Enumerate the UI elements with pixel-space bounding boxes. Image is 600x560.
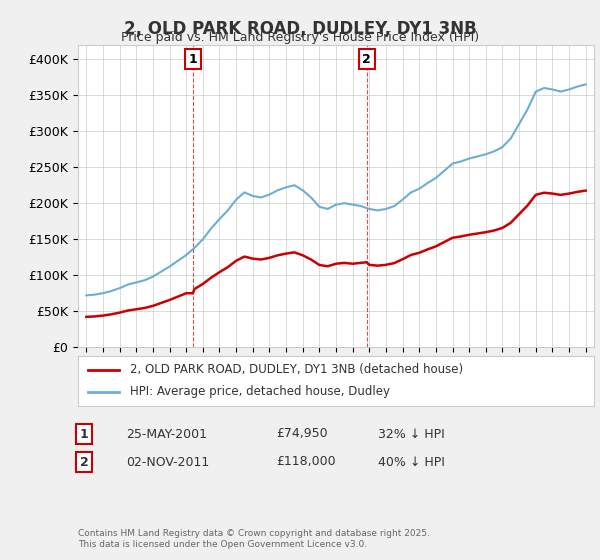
Text: 2: 2: [362, 53, 371, 66]
Text: 2, OLD PARK ROAD, DUDLEY, DY1 3NB: 2, OLD PARK ROAD, DUDLEY, DY1 3NB: [124, 20, 476, 38]
Text: 2: 2: [80, 455, 88, 469]
Text: 1: 1: [80, 427, 88, 441]
Text: 32% ↓ HPI: 32% ↓ HPI: [378, 427, 445, 441]
Text: 1: 1: [188, 53, 197, 66]
Text: Price paid vs. HM Land Registry's House Price Index (HPI): Price paid vs. HM Land Registry's House …: [121, 31, 479, 44]
Text: 02-NOV-2011: 02-NOV-2011: [126, 455, 209, 469]
Text: HPI: Average price, detached house, Dudley: HPI: Average price, detached house, Dudl…: [130, 385, 389, 398]
Text: 25-MAY-2001: 25-MAY-2001: [126, 427, 207, 441]
Text: 40% ↓ HPI: 40% ↓ HPI: [378, 455, 445, 469]
Text: £118,000: £118,000: [276, 455, 335, 469]
Text: 2, OLD PARK ROAD, DUDLEY, DY1 3NB (detached house): 2, OLD PARK ROAD, DUDLEY, DY1 3NB (detac…: [130, 363, 463, 376]
Text: Contains HM Land Registry data © Crown copyright and database right 2025.
This d: Contains HM Land Registry data © Crown c…: [78, 529, 430, 549]
Text: £74,950: £74,950: [276, 427, 328, 441]
